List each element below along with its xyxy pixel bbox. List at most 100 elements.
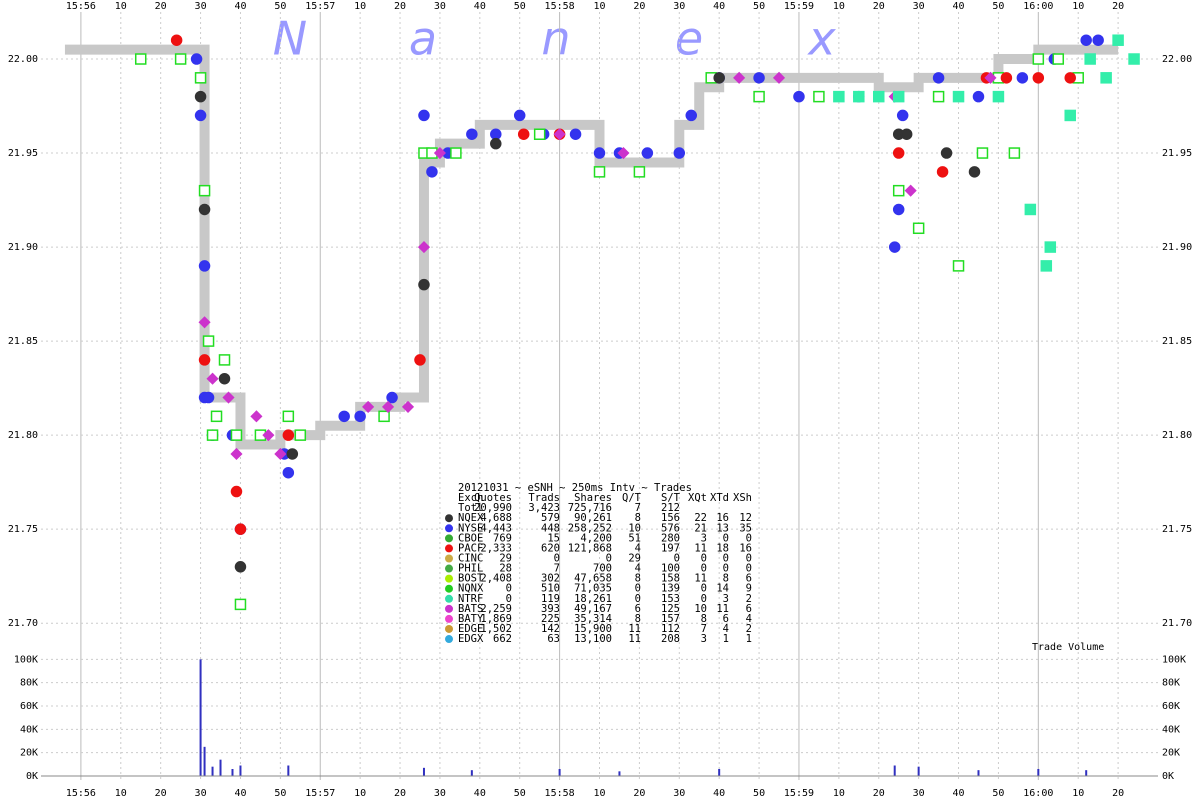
watermark: x — [806, 12, 836, 66]
table-cell: 47,658 — [574, 573, 612, 585]
trade-point — [230, 485, 243, 498]
trade-point — [274, 447, 287, 461]
trade-point — [972, 90, 985, 103]
trade-point — [170, 34, 183, 46]
y-tick-label: 22.00 — [8, 54, 38, 65]
table-cell: 393 — [541, 603, 560, 615]
table-cell: CBOE — [458, 532, 483, 544]
watermark: a — [409, 12, 437, 66]
table-cell: NQEX — [458, 512, 484, 524]
table-cell: 7 — [554, 563, 560, 575]
table-cell: 208 — [661, 633, 680, 645]
table-cell: 11 — [694, 573, 707, 585]
trade-point — [401, 400, 415, 413]
trade-point — [932, 72, 945, 84]
table-cell: 0 — [723, 563, 729, 575]
table-cell: 4 — [635, 542, 641, 554]
table-cell: 0 — [506, 583, 512, 595]
trade-point — [234, 598, 247, 611]
x-tick-label: 15:57 — [305, 1, 335, 12]
table-cell: 769 — [493, 532, 512, 544]
trade-point — [873, 90, 885, 103]
table-cell: 139 — [661, 583, 680, 595]
trade-point — [641, 147, 654, 159]
y-tick-label: 21.85 — [1162, 336, 1192, 347]
exchange-marker — [445, 574, 453, 583]
table-cell: 15 — [547, 532, 560, 544]
trade-point — [417, 241, 431, 254]
table-cell: 662 — [493, 633, 512, 645]
x-tick-label: 20 — [155, 788, 167, 799]
x-tick-label: 20 — [1112, 788, 1124, 799]
trade-point — [218, 372, 231, 385]
table-cell: 18,261 — [574, 593, 612, 605]
trade-point — [1032, 53, 1045, 65]
x-tick-label: 10 — [1072, 788, 1084, 799]
x-tick-label: 20 — [633, 788, 645, 799]
table-cell: 258,252 — [568, 522, 612, 534]
trade-point — [1080, 34, 1092, 46]
trade-point — [984, 71, 997, 84]
table-cell: 119 — [541, 593, 560, 605]
volume-bar — [1085, 770, 1088, 776]
trade-point — [198, 260, 211, 272]
y-tick-label: 21.80 — [8, 430, 38, 441]
trade-point — [513, 109, 526, 122]
x-tick-label: 50 — [753, 788, 765, 799]
volume-label: Trade Volume — [1032, 642, 1104, 653]
x-tick-label: 15:59 — [784, 788, 814, 799]
trade-point — [1032, 72, 1045, 84]
table-cell: 35,314 — [574, 613, 612, 625]
table-cell: 0 — [701, 563, 707, 575]
trade-point — [1128, 53, 1140, 65]
volume-bar — [977, 770, 980, 776]
table-cell: 15,900 — [574, 623, 612, 635]
volume-bar — [917, 766, 920, 776]
volume-bar — [231, 769, 234, 776]
table-cell: 197 — [661, 542, 680, 554]
x-tick-label: 30 — [434, 1, 446, 12]
table-cell: 63 — [547, 633, 560, 645]
trade-point — [198, 354, 211, 366]
table-cell: 13 — [716, 522, 729, 534]
exchange-marker — [445, 524, 453, 533]
volume-bar — [470, 770, 473, 776]
trade-point — [896, 109, 909, 122]
table-cell: 8 — [635, 613, 641, 625]
trade-point — [1064, 109, 1076, 122]
exchange-marker — [445, 635, 453, 644]
y-tick-label: 40K — [20, 724, 38, 735]
volume-bar — [211, 766, 214, 776]
exchange-marker — [445, 514, 453, 523]
trade-point — [952, 90, 965, 103]
trade-point — [198, 184, 211, 197]
y-tick-label: 22.00 — [1162, 54, 1192, 65]
table-cell: 0 — [746, 563, 752, 575]
x-tick-label: 10 — [593, 1, 605, 12]
y-tick-label: 80K — [20, 678, 38, 689]
table-cell: 0 — [746, 552, 752, 564]
y-tick-label: 0K — [26, 771, 38, 782]
trade-point — [354, 410, 366, 423]
table-cell: 3 — [723, 593, 729, 605]
x-tick-label: 40 — [953, 1, 965, 12]
y-tick-label: 40K — [1162, 724, 1180, 735]
x-tick-label: 40 — [234, 788, 246, 799]
table-cell: 29 — [499, 552, 512, 564]
trade-point — [382, 400, 395, 413]
table-cell: 0 — [674, 552, 680, 564]
x-tick-label: 10 — [1072, 1, 1084, 12]
table-cell: 3 — [701, 633, 707, 645]
x-tick-label: 10 — [115, 788, 127, 799]
table-cell: 90,261 — [574, 512, 612, 524]
table-cell: 2,333 — [480, 542, 512, 554]
trade-point — [190, 53, 203, 65]
trade-point — [1008, 147, 1021, 159]
table-header: XTd — [710, 492, 729, 504]
table-cell: 21 — [694, 522, 707, 534]
x-tick-label: 40 — [713, 1, 725, 12]
x-tick-label: 30 — [673, 788, 685, 799]
table-cell: 10 — [628, 522, 641, 534]
trade-point — [490, 137, 502, 150]
trade-point — [888, 241, 901, 253]
